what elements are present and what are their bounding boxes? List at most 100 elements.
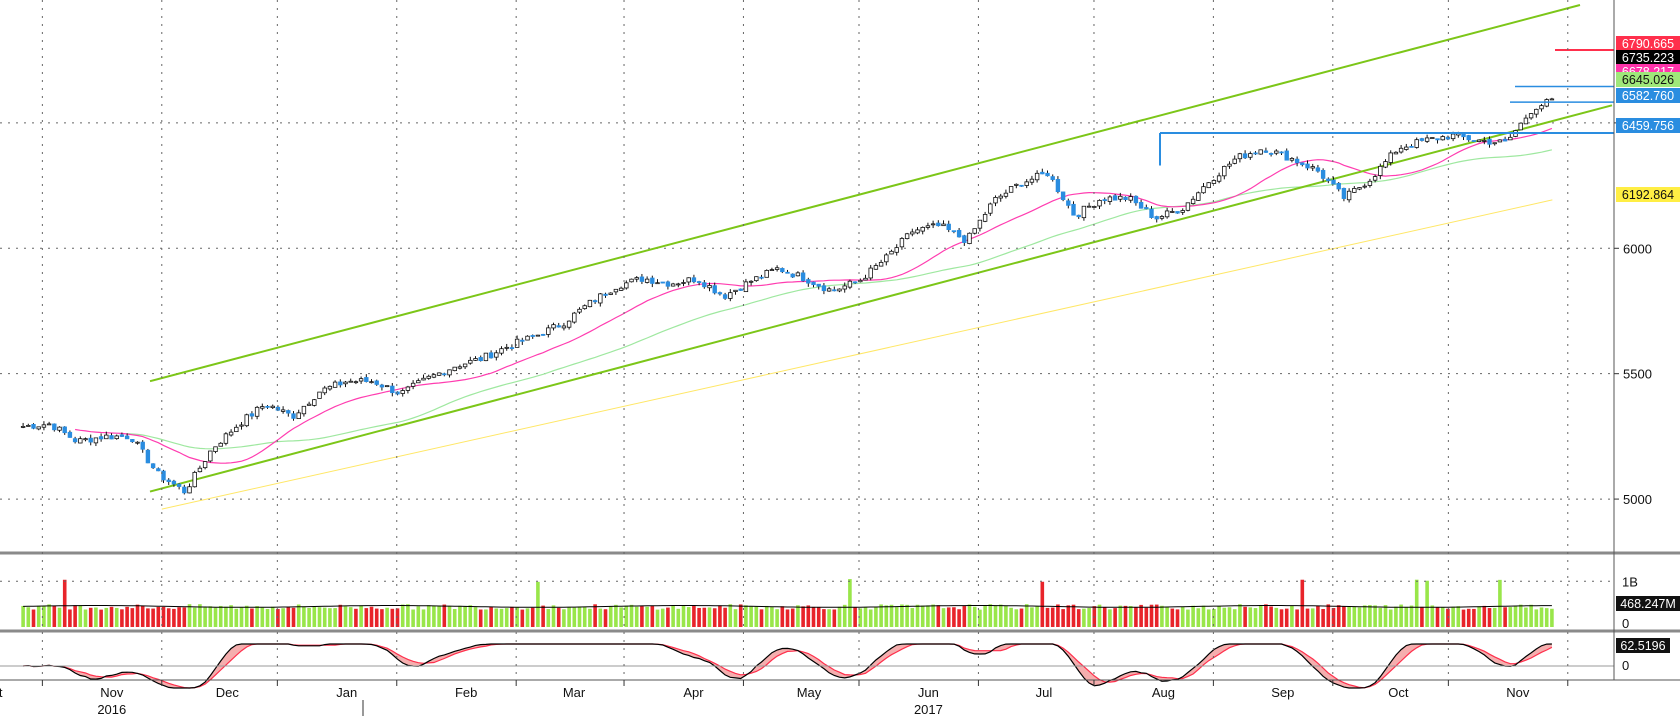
- candle-body: [806, 279, 811, 284]
- candle-body: [566, 320, 572, 328]
- volume-bar: [312, 606, 317, 627]
- candle-body: [317, 391, 322, 399]
- candle-body: [800, 272, 806, 282]
- volume-bar: [333, 608, 337, 627]
- candle-body: [956, 229, 962, 238]
- volume-bar: [567, 606, 571, 627]
- candle-body: [1409, 146, 1414, 148]
- candle-body: [504, 346, 509, 349]
- x-tick-label: Dec: [216, 685, 240, 700]
- candle-body: [395, 391, 400, 395]
- candle-body: [1357, 187, 1362, 190]
- candle-body: [634, 277, 639, 280]
- candle-body: [1128, 196, 1133, 201]
- candle-body: [88, 437, 93, 443]
- volume-bar: [510, 606, 514, 627]
- candle-body: [1024, 181, 1029, 186]
- candle-body: [1097, 199, 1102, 207]
- candle-body: [57, 426, 62, 431]
- y-tick-label: 5000: [1623, 492, 1652, 507]
- oscillator-panel: [0, 643, 1614, 689]
- volume-bar: [530, 607, 535, 627]
- volume-bar: [556, 607, 561, 627]
- candle-body: [863, 277, 868, 281]
- candle-body: [1201, 186, 1206, 194]
- candle-body: [946, 223, 951, 231]
- candle-body: [20, 426, 26, 428]
- candle-body: [1196, 192, 1201, 201]
- candle-body: [327, 385, 333, 390]
- volume-bar: [1170, 608, 1175, 627]
- candle-body: [291, 413, 296, 419]
- volume-bar: [1056, 604, 1060, 627]
- candle-body: [702, 282, 707, 288]
- candle-body: [1029, 178, 1035, 183]
- candle-body: [629, 278, 634, 283]
- volume-bar: [1534, 609, 1539, 627]
- volume-bar: [1165, 607, 1169, 627]
- candle-body: [192, 471, 197, 488]
- candle-body: [759, 276, 764, 279]
- candle-body: [1216, 175, 1222, 182]
- candle-body: [52, 423, 57, 431]
- candle-body: [332, 381, 338, 388]
- volume-bar: [374, 608, 379, 627]
- candle-body: [156, 468, 161, 472]
- volume-bar: [676, 608, 681, 627]
- volume-bar: [447, 606, 452, 627]
- candle-body: [109, 435, 114, 440]
- candle-body: [1185, 202, 1191, 211]
- candle-body: [182, 486, 187, 494]
- volume-bar: [1342, 606, 1346, 627]
- candle-body: [1149, 208, 1154, 218]
- volume-bar: [1440, 607, 1445, 627]
- price-level-badge: [1616, 72, 1680, 87]
- candle-body: [998, 195, 1003, 199]
- volume-bar: [1451, 606, 1455, 627]
- oscillator-fast-line: [23, 643, 1552, 689]
- volume-bar: [603, 609, 608, 627]
- volume-bar: [874, 607, 878, 627]
- price-level-badge: [1616, 187, 1680, 202]
- volume-bar: [104, 607, 109, 627]
- volume-bar: [546, 609, 551, 627]
- candle-body: [1497, 139, 1503, 143]
- volume-bar: [1030, 607, 1034, 627]
- volume-bar: [68, 609, 72, 627]
- volume-bar: [36, 605, 41, 627]
- volume-bar: [1513, 605, 1518, 627]
- candle-body: [1159, 216, 1165, 219]
- volume-bar: [796, 605, 800, 627]
- volume-bar: [140, 605, 145, 627]
- candle-body: [431, 374, 437, 378]
- year-label: 2016: [97, 702, 126, 716]
- candle-body: [988, 203, 993, 214]
- candle-body: [364, 377, 369, 382]
- candle-body: [530, 335, 535, 337]
- volume-bar: [1160, 605, 1164, 627]
- volume-bar: [265, 608, 270, 627]
- candle-body: [728, 292, 733, 299]
- volume-bar: [525, 608, 530, 627]
- volume-bar: [348, 607, 353, 627]
- volume-bar: [73, 605, 77, 627]
- candle-body: [941, 223, 946, 227]
- candle-body: [993, 197, 998, 204]
- volume-bar: [1113, 608, 1117, 627]
- candle-body: [868, 267, 873, 279]
- volume-bar: [1243, 606, 1247, 627]
- volume-bar: [468, 605, 473, 627]
- candle-body: [135, 441, 140, 444]
- candle-body: [1268, 152, 1274, 155]
- candle-body: [764, 270, 769, 278]
- volume-bar: [671, 605, 675, 627]
- candle-body: [239, 424, 244, 427]
- candle-body: [520, 339, 525, 342]
- volume-bar: [1368, 605, 1372, 627]
- candle-body: [556, 325, 561, 328]
- candle-body: [769, 269, 775, 271]
- volume-bar: [962, 606, 967, 627]
- volume-bar: [1524, 607, 1528, 627]
- volume-bar: [1050, 607, 1055, 627]
